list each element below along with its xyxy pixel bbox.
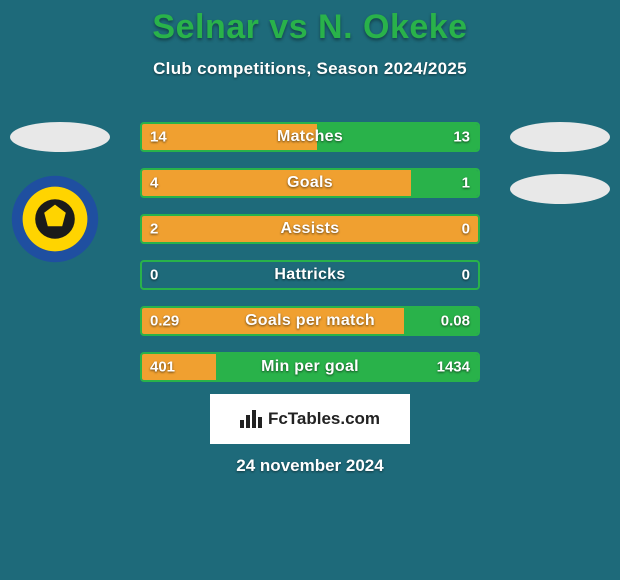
subtitle: Club competitions, Season 2024/2025 [0, 59, 620, 79]
club-badge-left [10, 174, 100, 264]
date-text: 24 november 2024 [236, 456, 383, 476]
stat-row: 4 1 Goals [140, 168, 480, 198]
stat-value-left: 4 [150, 175, 158, 192]
comparison-card: Selnar vs N. Okeke Club competitions, Se… [0, 0, 620, 580]
football-icon [35, 199, 75, 239]
watermark-text: FcTables.com [268, 409, 380, 429]
stat-row: 2 0 Assists [140, 214, 480, 244]
stat-row: 0.29 0.08 Goals per match [140, 306, 480, 336]
stat-value-right: 0.08 [441, 313, 470, 330]
stat-value-left: 14 [150, 129, 167, 146]
stat-label: Min per goal [261, 358, 359, 376]
chart-icon [240, 410, 262, 428]
stat-value-right: 1 [462, 175, 470, 192]
stat-value-right: 1434 [437, 359, 470, 376]
stat-label: Goals [287, 174, 333, 192]
stat-label: Assists [280, 220, 339, 238]
stat-value-right: 0 [462, 267, 470, 284]
stat-label: Goals per match [245, 312, 375, 330]
stat-value-left: 2 [150, 221, 158, 238]
stat-value-left: 401 [150, 359, 175, 376]
stat-value-left: 0.29 [150, 313, 179, 330]
country-flag-left [10, 122, 110, 152]
stat-bar-left [142, 170, 411, 196]
stats-bars: 14 13 Matches 4 1 Goals 2 0 Assists 0 0 Hattricks 0.… [140, 122, 480, 398]
stat-value-left: 0 [150, 267, 158, 284]
club-badge-right [510, 174, 610, 204]
stat-row: 14 13 Matches [140, 122, 480, 152]
stat-row: 0 0 Hattricks [140, 260, 480, 290]
stat-label: Matches [277, 128, 343, 146]
country-flag-right [510, 122, 610, 152]
watermark: FcTables.com [210, 394, 410, 444]
page-title: Selnar vs N. Okeke [0, 0, 620, 47]
stat-row: 401 1434 Min per goal [140, 352, 480, 382]
stat-value-right: 13 [453, 129, 470, 146]
stat-label: Hattricks [274, 266, 345, 284]
stat-value-right: 0 [462, 221, 470, 238]
